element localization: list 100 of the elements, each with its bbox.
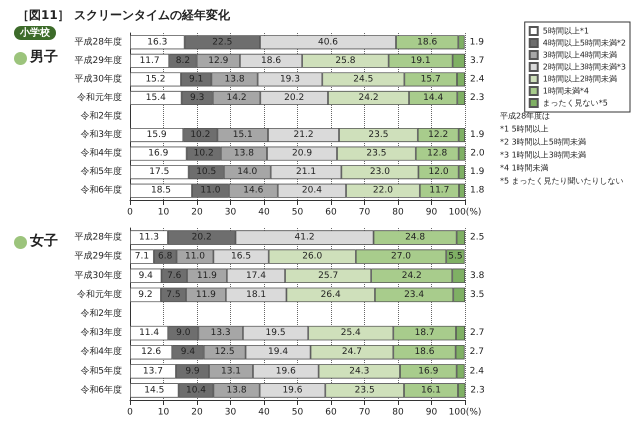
data-label: 17.4 xyxy=(246,270,266,281)
y-tick-label: 令和5年度 xyxy=(80,166,122,178)
x-tick-label: 60 xyxy=(325,408,337,418)
data-label: 3.7 xyxy=(470,56,484,66)
x-tick-label: 50 xyxy=(292,208,304,218)
x-tick-label: 20 xyxy=(191,408,203,418)
data-label: 25.4 xyxy=(340,328,362,338)
y-tick-label: 令和6年度 xyxy=(80,384,122,396)
data-label: 9.3 xyxy=(190,92,204,103)
data-label: 2.7 xyxy=(470,328,484,338)
y-tick-label: 平成30年度 xyxy=(74,73,122,84)
data-label: 11.9 xyxy=(196,290,216,300)
data-label: 15.7 xyxy=(420,74,441,84)
data-label: 13.7 xyxy=(142,366,163,376)
data-label: 11.9 xyxy=(196,270,218,281)
y-axis-title: 女子 xyxy=(29,233,58,249)
data-label: 40.6 xyxy=(318,37,338,48)
x-tick-label: 100(%) xyxy=(448,408,482,418)
data-label: 11.0 xyxy=(184,252,206,262)
legend-label: 2時間以上3時間未満*3 xyxy=(542,62,626,72)
x-tick-label: 40 xyxy=(258,208,270,218)
data-label: 24.3 xyxy=(349,366,370,376)
data-label: 7.1 xyxy=(134,252,150,262)
data-label: 13.8 xyxy=(234,148,254,159)
text: *2 3時間以上5時間未満 xyxy=(500,138,586,146)
y-tick-label: 令和元年度 xyxy=(77,92,122,103)
data-label: 9.0 xyxy=(176,328,191,338)
legend-label: 4時間以上5時間未満*2 xyxy=(542,38,626,48)
y-tick-label: 令和4年度 xyxy=(80,346,122,358)
x-tick-label: 30 xyxy=(224,208,236,218)
data-label: 13.8 xyxy=(224,74,245,84)
y-tick-label: 令和4年度 xyxy=(80,148,122,159)
data-label: 13.1 xyxy=(220,366,242,376)
data-label: 26.0 xyxy=(302,252,323,262)
x-tick-label: 70 xyxy=(358,408,370,418)
data-label: 22.5 xyxy=(212,37,232,48)
data-label: 12.0 xyxy=(428,167,449,178)
data-label: 9.4 xyxy=(138,270,154,281)
data-label: 20.4 xyxy=(302,186,322,196)
data-label: 27.0 xyxy=(390,252,412,262)
data-label: 19.1 xyxy=(410,56,431,66)
data-label: 41.2 xyxy=(294,232,315,243)
y-tick-label: 平成28年度 xyxy=(74,36,122,48)
data-label: 15.1 xyxy=(232,130,253,140)
y-tick-label: 令和5年度 xyxy=(80,365,122,376)
legend-label: 3時間以上4時間未満 xyxy=(542,50,617,60)
data-label: 3.5 xyxy=(470,290,484,300)
y-tick-label: 令和6年度 xyxy=(80,184,122,196)
legend-label: 1時間以上2時間未満 xyxy=(542,74,617,84)
data-label: 8.2 xyxy=(176,56,190,66)
data-label: 19.6 xyxy=(282,385,303,396)
data-label: 16.9 xyxy=(148,148,169,159)
legend-label: まったく見ない*5 xyxy=(542,98,608,108)
data-label: 19.4 xyxy=(268,347,288,358)
data-label: 14.5 xyxy=(144,385,164,396)
x-tick-label: 10 xyxy=(158,208,170,218)
data-label: 2.4 xyxy=(470,366,484,376)
x-tick-label: 20 xyxy=(191,208,203,218)
data-label: 2.3 xyxy=(470,92,484,103)
text: *5 まったく見たり聞いたりしない xyxy=(500,176,624,186)
data-label: 12.2 xyxy=(428,130,448,140)
x-tick-label: 50 xyxy=(292,408,304,418)
data-label: 16.1 xyxy=(420,385,442,396)
data-label: 18.6 xyxy=(417,37,438,48)
x-tick-label: 90 xyxy=(426,208,438,218)
data-label: 12.5 xyxy=(214,347,235,358)
data-label: 2.3 xyxy=(470,385,485,396)
y-tick-label: 令和2年度 xyxy=(80,110,122,122)
data-label: 13.3 xyxy=(210,328,231,338)
x-tick-label: 10 xyxy=(158,408,170,418)
data-label: 23.5 xyxy=(368,130,388,140)
x-tick-label: 100(%) xyxy=(448,208,482,218)
data-label: 16.3 xyxy=(147,37,168,48)
data-label: 18.6 xyxy=(414,347,435,358)
y-tick-label: 令和3年度 xyxy=(80,129,122,140)
y-tick-label: 平成29年度 xyxy=(74,250,122,262)
data-label: 1.8 xyxy=(470,186,485,196)
data-label: 2.4 xyxy=(470,74,485,84)
data-label: 20.9 xyxy=(292,148,312,159)
y-tick-label: 令和3年度 xyxy=(80,327,122,338)
data-label: 21.2 xyxy=(294,130,314,140)
data-label: 17.5 xyxy=(149,167,170,178)
x-tick-label: 90 xyxy=(426,408,438,418)
data-label: 11.3 xyxy=(138,232,159,243)
data-label: 18.1 xyxy=(246,290,266,300)
x-tick-label: 0 xyxy=(127,408,134,418)
data-label: 14.6 xyxy=(243,186,264,196)
data-label: 25.7 xyxy=(318,270,338,281)
text: *3 1時間以上3時間未満 xyxy=(500,150,586,160)
data-label: 18.6 xyxy=(261,56,282,66)
data-label: 19.6 xyxy=(276,366,296,376)
data-label: 9.2 xyxy=(138,290,153,300)
chart-title: ［図11］ スクリーンタイムの経年変化 xyxy=(17,8,231,22)
data-label: 23.4 xyxy=(404,290,424,300)
data-label: 18.7 xyxy=(414,328,435,338)
data-label: 23.5 xyxy=(354,385,375,396)
data-label: 24.8 xyxy=(405,232,426,243)
data-label: 11.0 xyxy=(200,186,221,196)
data-label: 11.7 xyxy=(429,186,450,196)
data-label: 16.5 xyxy=(231,252,252,262)
